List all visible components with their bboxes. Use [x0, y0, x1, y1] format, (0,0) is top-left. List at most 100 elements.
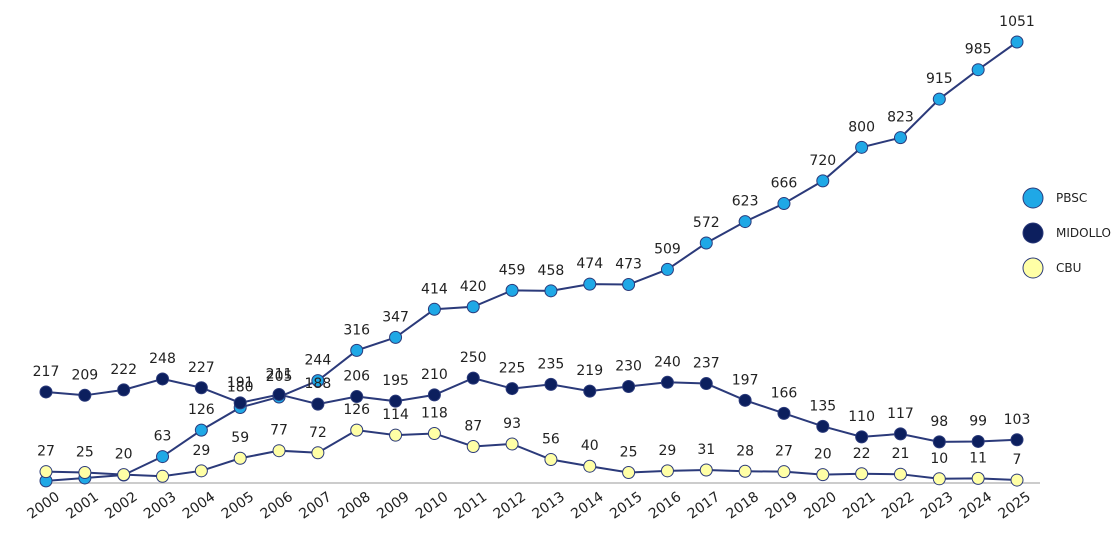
data-label: 99	[969, 413, 987, 429]
data-point	[156, 450, 170, 464]
data-label: 244	[305, 353, 332, 369]
x-tick-label: 2021	[840, 489, 878, 523]
data-label: 458	[538, 263, 565, 279]
data-label: 25	[620, 445, 638, 461]
data-point	[777, 465, 791, 479]
data-label: 195	[382, 373, 409, 389]
data-label: 205	[266, 369, 293, 385]
series-line	[45, 41, 1018, 482]
data-point	[505, 382, 519, 396]
data-point	[932, 435, 946, 449]
data-label: 473	[615, 257, 642, 273]
data-label: 509	[654, 241, 681, 257]
data-label: 666	[771, 176, 798, 192]
data-point	[427, 388, 441, 402]
legend-swatch	[1022, 257, 1044, 279]
data-point	[699, 463, 713, 477]
data-point	[233, 396, 247, 410]
data-label: 211	[266, 366, 293, 382]
x-tick-label: 2019	[762, 489, 800, 523]
data-label: 110	[848, 409, 875, 425]
data-point	[466, 439, 480, 453]
data-label: 29	[192, 443, 210, 459]
data-label: 166	[771, 385, 798, 401]
data-label: 126	[188, 402, 215, 418]
data-label: 209	[71, 367, 98, 383]
x-tick-label: 2022	[879, 489, 917, 523]
data-point	[932, 472, 946, 486]
data-point	[1010, 433, 1024, 447]
data-label: 235	[538, 356, 565, 372]
data-point	[583, 384, 597, 398]
data-label: 28	[736, 443, 754, 459]
data-label: 10	[930, 451, 948, 467]
data-label: 240	[654, 354, 681, 370]
data-label: 103	[1004, 412, 1031, 428]
x-tick-label: 2010	[413, 489, 451, 523]
data-label: 237	[693, 356, 720, 372]
data-label: 474	[576, 256, 603, 272]
data-label: 118	[421, 405, 448, 421]
data-point	[893, 131, 907, 145]
data-point	[660, 464, 674, 478]
data-label: 222	[110, 362, 137, 378]
legend-label: CBU	[1056, 261, 1081, 275]
x-tick-label: 2014	[568, 489, 606, 523]
data-label: 20	[115, 447, 133, 463]
data-point	[971, 471, 985, 485]
data-point	[39, 385, 53, 399]
data-point	[427, 426, 441, 440]
data-label: 29	[659, 443, 677, 459]
data-label: 248	[149, 351, 176, 367]
data-label: 800	[848, 119, 875, 135]
data-point	[622, 278, 636, 292]
data-label: 1051	[999, 14, 1035, 30]
data-point	[932, 92, 946, 106]
data-label: 191	[227, 375, 254, 391]
data-point	[1010, 473, 1024, 487]
data-point	[350, 343, 364, 357]
data-label: 40	[581, 438, 599, 454]
data-label: 63	[154, 429, 172, 445]
x-tick-label: 2006	[258, 489, 296, 523]
x-tick-label: 2004	[180, 489, 218, 523]
legend-label: MIDOLLO	[1056, 226, 1111, 240]
data-point	[505, 437, 519, 451]
x-tick-label: 2015	[607, 489, 645, 523]
data-label: 27	[37, 444, 55, 460]
data-point	[78, 466, 92, 480]
data-point	[738, 464, 752, 478]
data-point	[583, 459, 597, 473]
data-label: 210	[421, 367, 448, 383]
data-point	[389, 330, 403, 344]
data-point	[1010, 35, 1024, 49]
data-label: 206	[343, 369, 370, 385]
data-point	[156, 469, 170, 483]
data-point	[466, 300, 480, 314]
legend-swatch	[1022, 222, 1044, 244]
x-tick-label: 2007	[296, 489, 334, 523]
data-point	[311, 374, 325, 388]
data-label: 985	[965, 42, 992, 58]
data-point	[350, 390, 364, 404]
data-point	[738, 215, 752, 229]
x-tick-label: 2018	[724, 489, 762, 523]
data-label: 93	[503, 416, 521, 432]
data-point	[855, 140, 869, 154]
x-tick-label: 2002	[102, 489, 140, 523]
x-tick-label: 2024	[957, 489, 995, 523]
data-label: 117	[887, 406, 914, 422]
data-label: 59	[231, 430, 249, 446]
x-tick-label: 2013	[529, 489, 567, 523]
data-label: 217	[33, 364, 60, 380]
data-label: 87	[464, 418, 482, 434]
data-label: 98	[930, 414, 948, 430]
data-label: 227	[188, 360, 215, 376]
data-point	[272, 387, 286, 401]
data-label: 230	[615, 358, 642, 374]
data-point	[777, 197, 791, 211]
data-point	[816, 419, 830, 433]
data-point	[699, 236, 713, 250]
data-point	[311, 446, 325, 460]
